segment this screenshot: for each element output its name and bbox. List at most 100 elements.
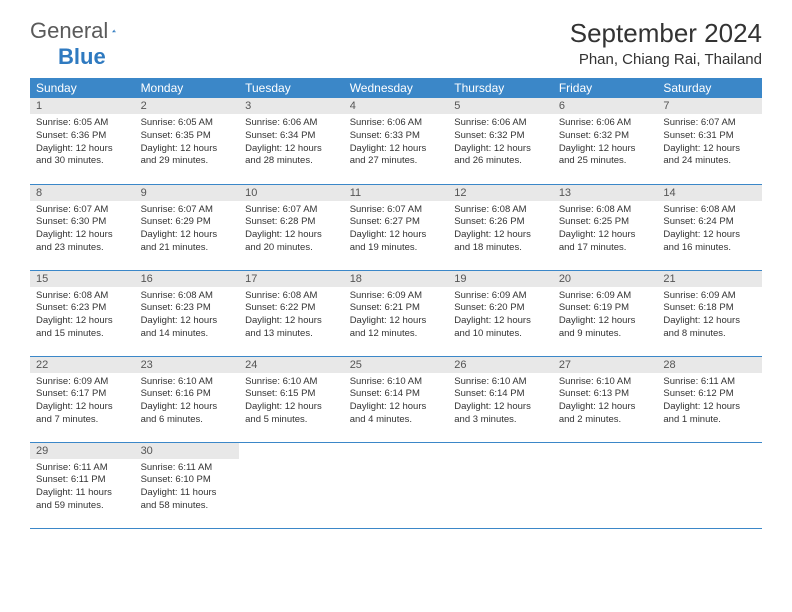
- brand-word-1: General: [30, 18, 108, 44]
- location: Phan, Chiang Rai, Thailand: [570, 51, 762, 68]
- day-cell-27: 27Sunrise: 6:10 AMSunset: 6:13 PMDayligh…: [553, 356, 658, 442]
- day-number: 12: [448, 185, 553, 201]
- day-cell-21: 21Sunrise: 6:09 AMSunset: 6:18 PMDayligh…: [657, 270, 762, 356]
- day-number: 22: [30, 357, 135, 373]
- weekday-row: SundayMondayTuesdayWednesdayThursdayFrid…: [30, 78, 762, 98]
- day-cell-13: 13Sunrise: 6:08 AMSunset: 6:25 PMDayligh…: [553, 184, 658, 270]
- day-body: Sunrise: 6:11 AMSunset: 6:12 PMDaylight:…: [657, 373, 762, 432]
- day-number: 30: [135, 443, 240, 459]
- day-cell-7: 7Sunrise: 6:07 AMSunset: 6:31 PMDaylight…: [657, 98, 762, 184]
- day-number: 16: [135, 271, 240, 287]
- day-cell-25: 25Sunrise: 6:10 AMSunset: 6:14 PMDayligh…: [344, 356, 449, 442]
- day-body: Sunrise: 6:06 AMSunset: 6:32 PMDaylight:…: [553, 114, 658, 173]
- day-cell-12: 12Sunrise: 6:08 AMSunset: 6:26 PMDayligh…: [448, 184, 553, 270]
- calendar-row: 22Sunrise: 6:09 AMSunset: 6:17 PMDayligh…: [30, 356, 762, 442]
- day-number: 4: [344, 98, 449, 114]
- weekday-monday: Monday: [135, 78, 240, 98]
- logo-sail-icon: [112, 22, 116, 40]
- brand-logo: General: [30, 18, 134, 44]
- day-body: Sunrise: 6:06 AMSunset: 6:32 PMDaylight:…: [448, 114, 553, 173]
- day-body: Sunrise: 6:11 AMSunset: 6:10 PMDaylight:…: [135, 459, 240, 518]
- title-block: September 2024 Phan, Chiang Rai, Thailan…: [570, 18, 762, 68]
- day-body: Sunrise: 6:06 AMSunset: 6:34 PMDaylight:…: [239, 114, 344, 173]
- weekday-friday: Friday: [553, 78, 658, 98]
- month-title: September 2024: [570, 18, 762, 49]
- day-body: Sunrise: 6:09 AMSunset: 6:17 PMDaylight:…: [30, 373, 135, 432]
- calendar-table: SundayMondayTuesdayWednesdayThursdayFrid…: [30, 78, 762, 529]
- day-body: Sunrise: 6:10 AMSunset: 6:13 PMDaylight:…: [553, 373, 658, 432]
- weekday-tuesday: Tuesday: [239, 78, 344, 98]
- day-number: 3: [239, 98, 344, 114]
- day-number: 1: [30, 98, 135, 114]
- empty-cell: [657, 442, 762, 528]
- weekday-sunday: Sunday: [30, 78, 135, 98]
- day-cell-14: 14Sunrise: 6:08 AMSunset: 6:24 PMDayligh…: [657, 184, 762, 270]
- weekday-thursday: Thursday: [448, 78, 553, 98]
- day-number: 7: [657, 98, 762, 114]
- calendar-row: 15Sunrise: 6:08 AMSunset: 6:23 PMDayligh…: [30, 270, 762, 356]
- day-cell-26: 26Sunrise: 6:10 AMSunset: 6:14 PMDayligh…: [448, 356, 553, 442]
- calendar-row: 8Sunrise: 6:07 AMSunset: 6:30 PMDaylight…: [30, 184, 762, 270]
- day-body: Sunrise: 6:09 AMSunset: 6:19 PMDaylight:…: [553, 287, 658, 346]
- day-number: 2: [135, 98, 240, 114]
- day-cell-30: 30Sunrise: 6:11 AMSunset: 6:10 PMDayligh…: [135, 442, 240, 528]
- day-number: 23: [135, 357, 240, 373]
- day-cell-23: 23Sunrise: 6:10 AMSunset: 6:16 PMDayligh…: [135, 356, 240, 442]
- weekday-saturday: Saturday: [657, 78, 762, 98]
- day-number: 27: [553, 357, 658, 373]
- day-cell-24: 24Sunrise: 6:10 AMSunset: 6:15 PMDayligh…: [239, 356, 344, 442]
- day-body: Sunrise: 6:08 AMSunset: 6:23 PMDaylight:…: [30, 287, 135, 346]
- day-cell-20: 20Sunrise: 6:09 AMSunset: 6:19 PMDayligh…: [553, 270, 658, 356]
- day-cell-29: 29Sunrise: 6:11 AMSunset: 6:11 PMDayligh…: [30, 442, 135, 528]
- day-body: Sunrise: 6:10 AMSunset: 6:15 PMDaylight:…: [239, 373, 344, 432]
- calendar-head: SundayMondayTuesdayWednesdayThursdayFrid…: [30, 78, 762, 98]
- day-cell-17: 17Sunrise: 6:08 AMSunset: 6:22 PMDayligh…: [239, 270, 344, 356]
- day-body: Sunrise: 6:05 AMSunset: 6:36 PMDaylight:…: [30, 114, 135, 173]
- day-number: 13: [553, 185, 658, 201]
- day-cell-8: 8Sunrise: 6:07 AMSunset: 6:30 PMDaylight…: [30, 184, 135, 270]
- day-body: Sunrise: 6:07 AMSunset: 6:31 PMDaylight:…: [657, 114, 762, 173]
- empty-cell: [448, 442, 553, 528]
- day-cell-15: 15Sunrise: 6:08 AMSunset: 6:23 PMDayligh…: [30, 270, 135, 356]
- day-cell-4: 4Sunrise: 6:06 AMSunset: 6:33 PMDaylight…: [344, 98, 449, 184]
- day-body: Sunrise: 6:08 AMSunset: 6:26 PMDaylight:…: [448, 201, 553, 260]
- calendar-row: 1Sunrise: 6:05 AMSunset: 6:36 PMDaylight…: [30, 98, 762, 184]
- day-number: 11: [344, 185, 449, 201]
- weekday-wednesday: Wednesday: [344, 78, 449, 98]
- day-body: Sunrise: 6:10 AMSunset: 6:14 PMDaylight:…: [344, 373, 449, 432]
- day-cell-1: 1Sunrise: 6:05 AMSunset: 6:36 PMDaylight…: [30, 98, 135, 184]
- day-number: 24: [239, 357, 344, 373]
- day-body: Sunrise: 6:06 AMSunset: 6:33 PMDaylight:…: [344, 114, 449, 173]
- day-body: Sunrise: 6:08 AMSunset: 6:25 PMDaylight:…: [553, 201, 658, 260]
- day-number: 17: [239, 271, 344, 287]
- empty-cell: [344, 442, 449, 528]
- day-body: Sunrise: 6:09 AMSunset: 6:20 PMDaylight:…: [448, 287, 553, 346]
- calendar-body: 1Sunrise: 6:05 AMSunset: 6:36 PMDaylight…: [30, 98, 762, 528]
- day-number: 15: [30, 271, 135, 287]
- day-cell-2: 2Sunrise: 6:05 AMSunset: 6:35 PMDaylight…: [135, 98, 240, 184]
- day-body: Sunrise: 6:07 AMSunset: 6:29 PMDaylight:…: [135, 201, 240, 260]
- day-number: 10: [239, 185, 344, 201]
- day-number: 9: [135, 185, 240, 201]
- day-cell-19: 19Sunrise: 6:09 AMSunset: 6:20 PMDayligh…: [448, 270, 553, 356]
- day-number: 5: [448, 98, 553, 114]
- day-number: 29: [30, 443, 135, 459]
- day-body: Sunrise: 6:11 AMSunset: 6:11 PMDaylight:…: [30, 459, 135, 518]
- day-body: Sunrise: 6:08 AMSunset: 6:23 PMDaylight:…: [135, 287, 240, 346]
- day-cell-28: 28Sunrise: 6:11 AMSunset: 6:12 PMDayligh…: [657, 356, 762, 442]
- day-number: 18: [344, 271, 449, 287]
- day-body: Sunrise: 6:10 AMSunset: 6:16 PMDaylight:…: [135, 373, 240, 432]
- day-number: 25: [344, 357, 449, 373]
- empty-cell: [553, 442, 658, 528]
- day-cell-16: 16Sunrise: 6:08 AMSunset: 6:23 PMDayligh…: [135, 270, 240, 356]
- day-number: 6: [553, 98, 658, 114]
- day-body: Sunrise: 6:10 AMSunset: 6:14 PMDaylight:…: [448, 373, 553, 432]
- day-number: 26: [448, 357, 553, 373]
- day-number: 20: [553, 271, 658, 287]
- day-cell-18: 18Sunrise: 6:09 AMSunset: 6:21 PMDayligh…: [344, 270, 449, 356]
- header: General September 2024 Phan, Chiang Rai,…: [0, 0, 792, 72]
- day-body: Sunrise: 6:05 AMSunset: 6:35 PMDaylight:…: [135, 114, 240, 173]
- day-cell-11: 11Sunrise: 6:07 AMSunset: 6:27 PMDayligh…: [344, 184, 449, 270]
- day-number: 28: [657, 357, 762, 373]
- day-number: 21: [657, 271, 762, 287]
